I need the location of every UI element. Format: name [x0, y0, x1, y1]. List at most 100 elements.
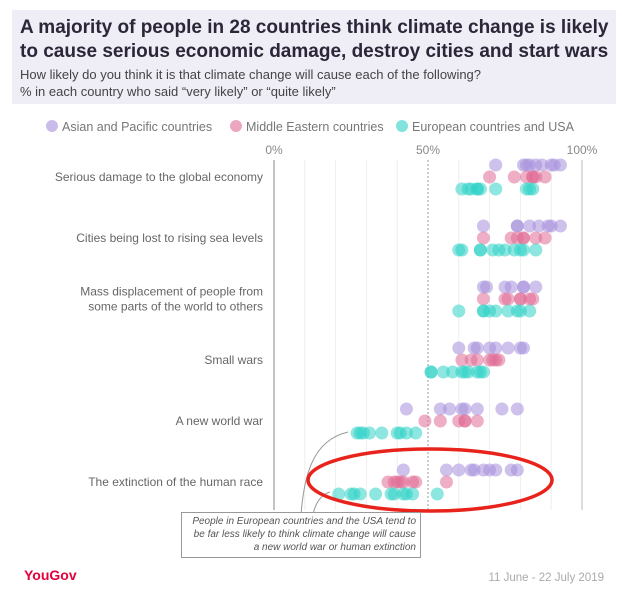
data-point: [516, 231, 530, 245]
data-point: [510, 463, 524, 477]
row-label: Serious damage to the global economy: [55, 170, 263, 184]
data-point: [476, 365, 490, 379]
data-point: [501, 304, 515, 318]
data-point: [446, 365, 460, 379]
data-point: [436, 365, 450, 379]
chart-subtitle: How likely do you think it is that clima…: [20, 66, 481, 100]
data-point: [538, 170, 552, 184]
data-point: [529, 280, 543, 294]
data-point: [532, 219, 546, 233]
data-point: [470, 353, 484, 367]
data-point: [473, 182, 487, 196]
row-label: Cities being lost to rising sea levels: [76, 231, 263, 245]
data-point: [418, 414, 432, 428]
legend-marker: [396, 120, 408, 132]
data-point: [492, 353, 506, 367]
data-point: [396, 463, 410, 477]
data-point: [516, 280, 530, 294]
data-point: [553, 158, 567, 172]
data-point: [443, 402, 457, 416]
data-point: [489, 463, 503, 477]
data-point: [513, 292, 527, 306]
data-point: [510, 402, 524, 416]
data-point: [439, 475, 453, 489]
data-point: [526, 182, 540, 196]
data-point: [501, 292, 515, 306]
data-point: [439, 463, 453, 477]
data-point: [473, 243, 487, 257]
data-point: [467, 463, 481, 477]
data-point: [399, 426, 413, 440]
data-point: [510, 219, 524, 233]
highlight-ellipse: [306, 447, 554, 513]
data-point: [523, 219, 537, 233]
data-point: [526, 292, 540, 306]
data-point: [483, 170, 497, 184]
date-range: 11 June - 22 July 2019: [488, 572, 604, 584]
data-point: [553, 219, 567, 233]
data-point: [452, 304, 466, 318]
header-panel: A majority of people in 28 countries thi…: [12, 10, 616, 104]
data-point: [409, 475, 423, 489]
row-label: Mass displacement of people from: [80, 285, 263, 299]
data-point: [535, 158, 549, 172]
data-point: [452, 463, 466, 477]
data-point: [513, 304, 527, 318]
data-point: [529, 231, 543, 245]
chart-title: A majority of people in 28 countries thi…: [20, 17, 609, 62]
data-point: [489, 182, 503, 196]
data-point: [529, 170, 543, 184]
annotation-box: People in European countries and the USA…: [181, 512, 421, 558]
data-point: [452, 341, 466, 355]
data-point: [516, 243, 530, 257]
data-point: [480, 280, 494, 294]
data-point: [430, 487, 444, 501]
data-point: [369, 487, 383, 501]
data-point: [523, 304, 537, 318]
data-point: [489, 341, 503, 355]
data-point: [433, 402, 447, 416]
data-point: [470, 341, 484, 355]
subtitle-line-1: How likely do you think it is that clima…: [20, 67, 482, 82]
legend-marker: [230, 120, 242, 132]
legend-label: European countries and USA: [412, 120, 575, 134]
data-point: [409, 426, 423, 440]
data-point: [476, 292, 490, 306]
data-point: [424, 365, 438, 379]
data-point: [406, 487, 420, 501]
row-label: A new world war: [176, 414, 263, 428]
data-point: [498, 243, 512, 257]
data-point: [507, 170, 521, 184]
data-point: [529, 243, 543, 257]
data-point: [538, 231, 552, 245]
row-label: The extinction of the human race: [88, 475, 263, 489]
legend-marker: [46, 120, 58, 132]
data-point: [501, 341, 515, 355]
legend-label: Asian and Pacific countries: [62, 120, 212, 134]
data-point: [387, 487, 401, 501]
data-point: [399, 402, 413, 416]
row-label: Small wars: [204, 353, 263, 367]
data-point: [470, 402, 484, 416]
data-point: [433, 414, 447, 428]
data-point: [375, 426, 389, 440]
x-tick-label: 50%: [416, 143, 440, 157]
data-point: [516, 341, 530, 355]
data-point: [396, 475, 410, 489]
data-point: [455, 353, 469, 367]
data-point: [470, 414, 484, 428]
data-point: [495, 402, 509, 416]
data-point: [504, 280, 518, 294]
data-point: [353, 487, 367, 501]
data-point: [461, 365, 475, 379]
data-point: [476, 219, 490, 233]
data-point: [489, 304, 503, 318]
x-tick-label: 100%: [567, 143, 598, 157]
data-point: [476, 231, 490, 245]
data-point: [489, 158, 503, 172]
data-point: [455, 243, 469, 257]
data-point: [362, 426, 376, 440]
yougov-logo: YouGov: [24, 567, 77, 583]
